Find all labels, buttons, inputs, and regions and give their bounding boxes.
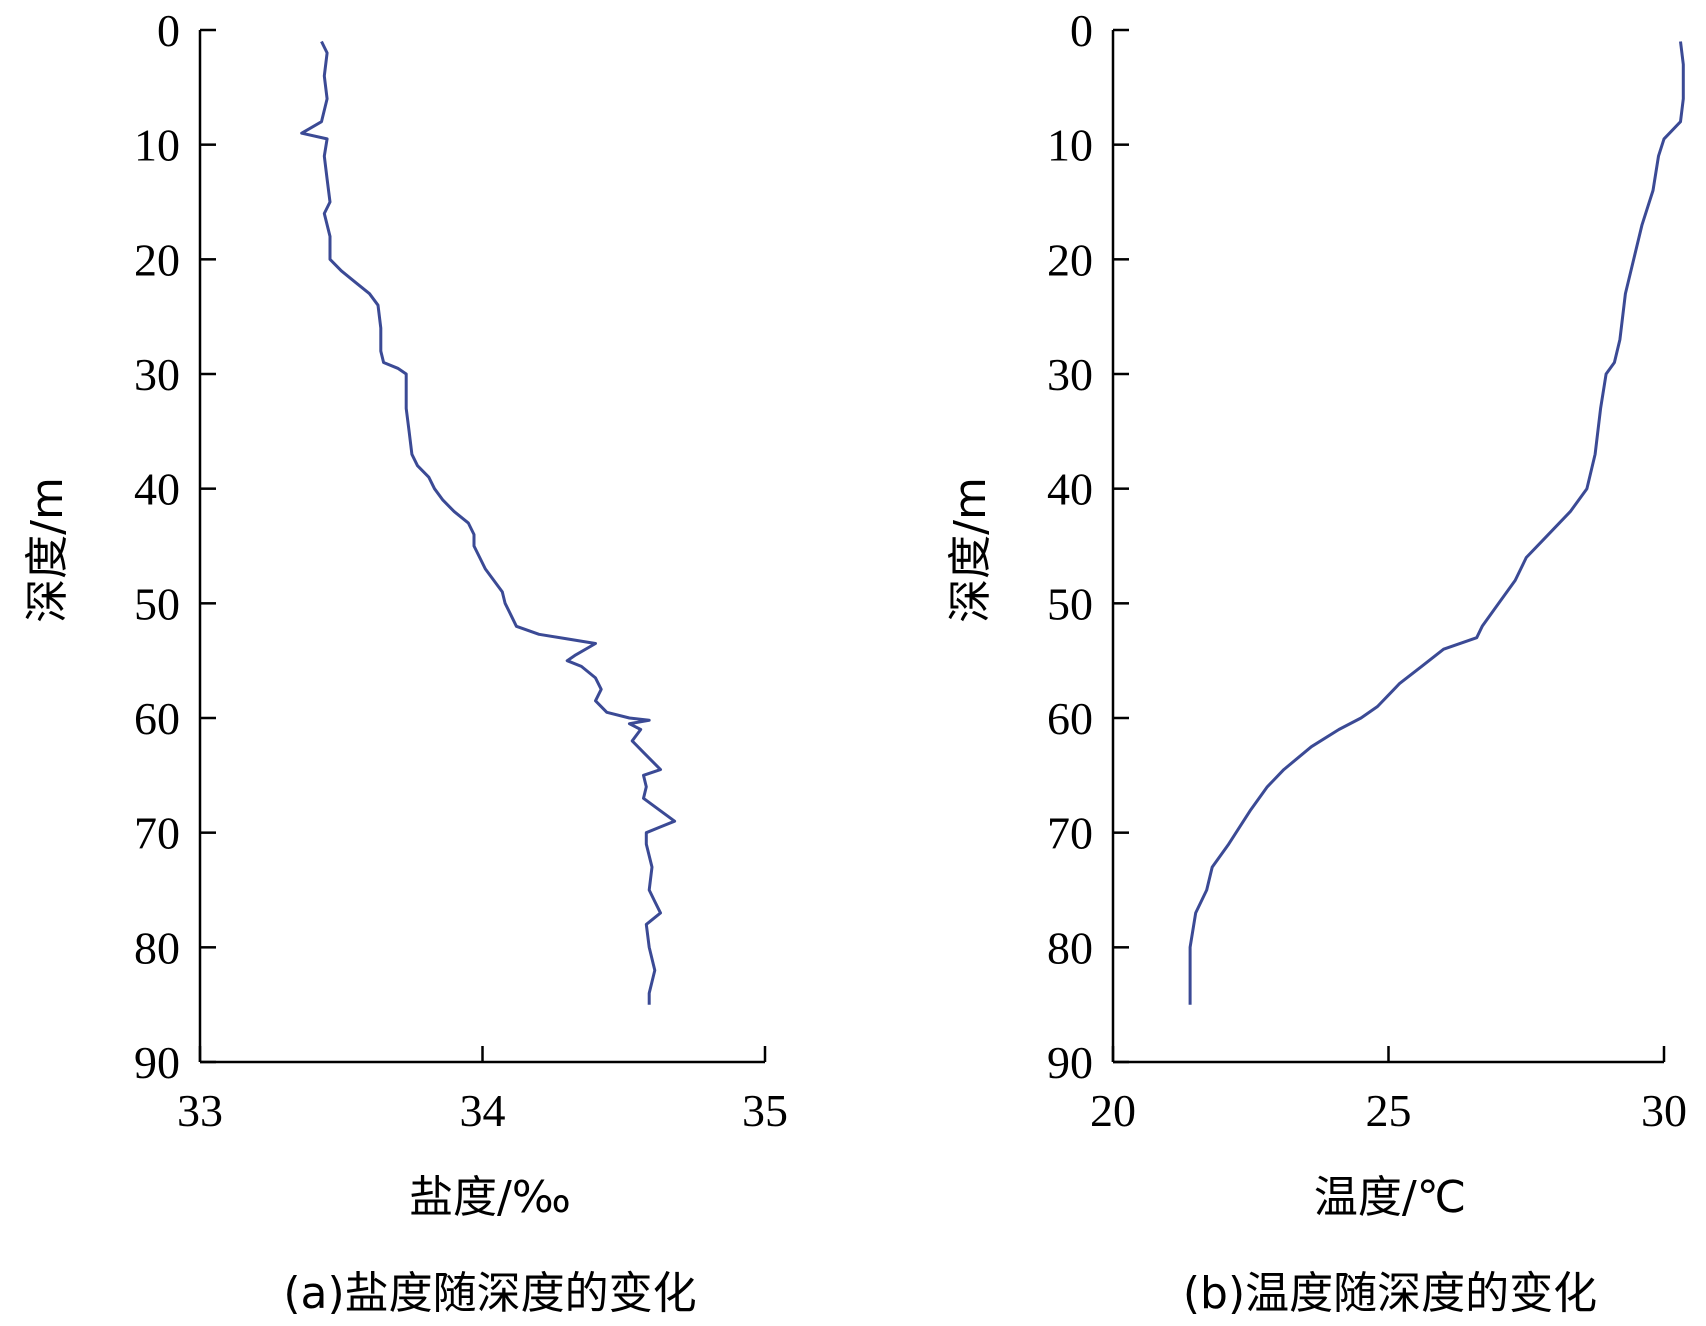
salinity-y-tick-label: 70 [134, 808, 180, 859]
salinity-y-tick-label: 90 [134, 1037, 180, 1088]
salinity-y-tick-label: 80 [134, 922, 180, 973]
salinity-series-line [300, 40, 677, 1005]
temperature-chart: 0 10 20 30 40 50 60 70 80 90 20 25 30 温度/℃ 深度/m (b)… [945, 5, 1687, 1319]
salinity-y-tick-label: 50 [134, 578, 180, 629]
temperature-y-tick-label: 0 [1070, 5, 1093, 56]
salinity-y-tick-label: 60 [134, 693, 180, 744]
temperature-y-ticks: 0 10 20 30 40 50 60 70 80 90 [1047, 5, 1129, 1088]
salinity-x-tick-label: 35 [742, 1085, 788, 1136]
salinity-chart: 0 10 20 30 40 50 60 70 80 90 33 34 35 盐度/‰ 深度/m (a)… [22, 5, 788, 1319]
temperature-x-tick-label: 20 [1090, 1085, 1136, 1136]
salinity-caption: (a)盐度随深度的变化 [283, 1268, 696, 1319]
salinity-x-axis-label: 盐度/‰ [409, 1172, 571, 1223]
temperature-x-axis-label: 温度/℃ [1314, 1172, 1466, 1223]
temperature-x-tick-label: 25 [1366, 1085, 1412, 1136]
salinity-y-tick-label: 40 [134, 464, 180, 515]
temperature-axes [1111, 30, 1664, 1064]
temperature-x-ticks: 20 25 30 [1090, 1046, 1687, 1136]
temperature-plot-area [1188, 41, 1685, 1005]
temperature-y-axis-label: 深度/m [945, 477, 996, 623]
temperature-series-line [1188, 41, 1685, 1005]
temperature-y-tick-label: 70 [1047, 808, 1093, 859]
salinity-x-ticks: 33 34 35 [177, 1046, 788, 1136]
salinity-y-axis-label: 深度/m [22, 477, 73, 623]
salinity-y-tick-label: 0 [157, 5, 180, 56]
salinity-x-tick-label: 34 [460, 1085, 506, 1136]
temperature-y-tick-label: 60 [1047, 693, 1093, 744]
temperature-caption: (b)温度随深度的变化 [1183, 1268, 1597, 1319]
temperature-y-tick-label: 10 [1047, 120, 1093, 171]
temperature-y-tick-label: 50 [1047, 578, 1093, 629]
temperature-y-tick-label: 30 [1047, 349, 1093, 400]
temperature-y-tick-label: 20 [1047, 234, 1093, 285]
salinity-y-tick-label: 10 [134, 120, 180, 171]
salinity-y-ticks: 0 10 20 30 40 50 60 70 80 90 [134, 5, 216, 1088]
salinity-axes [198, 30, 765, 1064]
salinity-x-tick-label: 33 [177, 1085, 223, 1136]
salinity-y-tick-label: 30 [134, 349, 180, 400]
salinity-plot-area [300, 40, 677, 1005]
temperature-x-tick-label: 30 [1641, 1085, 1687, 1136]
salinity-y-tick-label: 20 [134, 234, 180, 285]
temperature-y-tick-label: 90 [1047, 1037, 1093, 1088]
temperature-y-tick-label: 80 [1047, 922, 1093, 973]
temperature-y-tick-label: 40 [1047, 464, 1093, 515]
